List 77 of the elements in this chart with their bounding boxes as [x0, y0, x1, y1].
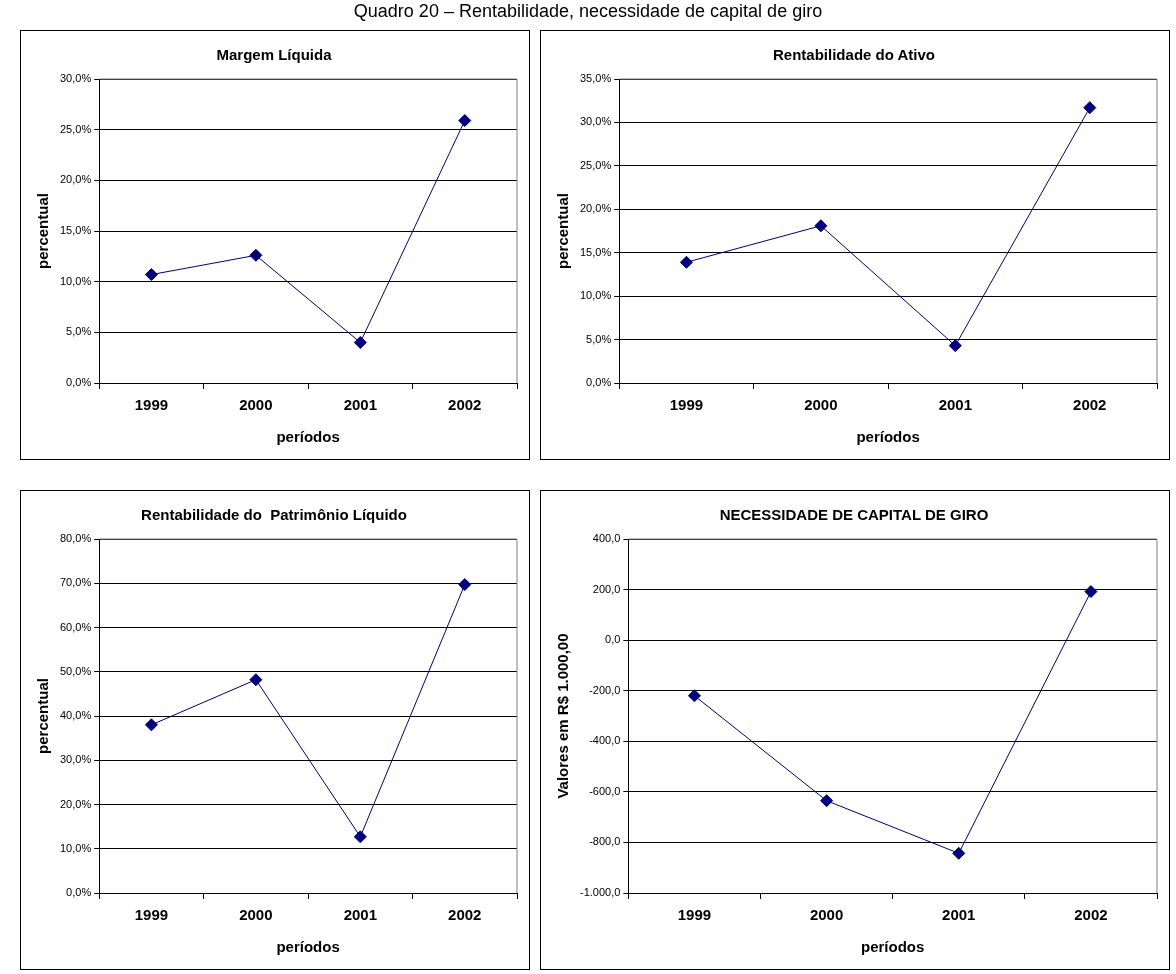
- point: [458, 578, 472, 592]
- y-tick-label: -600,0: [589, 784, 621, 797]
- x-tick-label: 2001: [942, 906, 976, 924]
- y-tick-label: 10,0%: [59, 841, 92, 854]
- y-tick-label: 60,0%: [59, 620, 92, 633]
- x-axis-title: períodos: [276, 428, 340, 446]
- y-tick-label: 20,0%: [579, 202, 612, 215]
- x-tick-label: 1999: [134, 906, 169, 924]
- y-axis-title: percentual: [554, 193, 572, 269]
- y-tick-label: 25,0%: [579, 158, 612, 171]
- y-tick-label: -1.000,0: [579, 886, 621, 899]
- point: [1083, 101, 1097, 115]
- y-tick-label: 40,0%: [59, 709, 92, 722]
- point: [458, 114, 472, 128]
- y-tick-label: 25,0%: [59, 122, 92, 135]
- point: [353, 335, 367, 349]
- y-tick-label: 5,0%: [66, 325, 92, 338]
- x-tick-label: 2000: [239, 906, 273, 924]
- y-axis-title: Valores em R$ 1.000,00: [554, 633, 572, 799]
- y-tick-label: -800,0: [589, 835, 621, 848]
- y-tick-label: 10,0%: [579, 289, 612, 302]
- y-tick-label: 10,0%: [59, 274, 92, 287]
- x-axis-title: períodos: [276, 938, 340, 956]
- x-axis-title: períodos: [856, 428, 920, 446]
- x-tick-label: 1999: [134, 396, 169, 414]
- y-tick-label: 5,0%: [586, 332, 612, 345]
- chart-title: Margem Líquida: [216, 46, 333, 64]
- point: [820, 794, 834, 808]
- y-tick-label: 80,0%: [59, 532, 92, 545]
- x-tick-label: 2001: [343, 396, 378, 414]
- y-tick-label: -200,0: [589, 683, 621, 696]
- y-tick-label: 0,0%: [66, 886, 92, 899]
- point: [249, 673, 263, 687]
- point: [952, 846, 966, 860]
- point: [679, 255, 693, 269]
- y-tick-label: 0,0%: [586, 376, 612, 389]
- chart-title: Rentabilidade do Ativo: [773, 46, 935, 64]
- y-tick-label: 30,0%: [579, 115, 612, 128]
- y-tick-label: 0,0%: [66, 376, 92, 389]
- y-tick-label: 20,0%: [59, 173, 92, 186]
- x-tick-label: 1999: [669, 396, 704, 414]
- x-tick-label: 2002: [1074, 906, 1108, 924]
- x-axis-title: períodos: [861, 938, 925, 956]
- y-tick-label: 0,0: [605, 633, 621, 646]
- point: [144, 268, 158, 282]
- y-tick-label: 30,0%: [59, 72, 92, 85]
- y-tick-label: 400,0: [592, 532, 621, 545]
- y-tick-label: 30,0%: [59, 753, 92, 766]
- x-tick-label: 2001: [343, 906, 378, 924]
- point: [144, 718, 158, 732]
- x-tick-label: 2002: [1073, 396, 1107, 414]
- y-tick-label: 15,0%: [59, 224, 92, 237]
- y-tick-label: 70,0%: [59, 576, 92, 589]
- x-tick-label: 2000: [239, 396, 273, 414]
- y-tick-label: 50,0%: [59, 664, 92, 677]
- point: [353, 830, 367, 844]
- y-axis-title: percentual: [34, 193, 52, 269]
- y-tick-label: 20,0%: [59, 797, 92, 810]
- y-tick-label: -400,0: [589, 734, 621, 747]
- point: [249, 248, 263, 262]
- y-tick-label: 15,0%: [579, 245, 612, 258]
- point: [814, 219, 828, 233]
- point: [687, 689, 701, 703]
- y-axis-title: percentual: [34, 678, 52, 754]
- x-tick-label: 2001: [938, 396, 973, 414]
- point: [1084, 585, 1098, 599]
- point: [948, 339, 962, 353]
- y-tick-label: 200,0: [592, 582, 621, 595]
- y-tick-label: 35,0%: [579, 72, 612, 85]
- text: Quadro 20 – Rentabilidade, necessidade de capital de giro: [352, 0, 824, 22]
- x-tick-label: 2000: [809, 906, 844, 924]
- x-tick-label: 2002: [448, 396, 482, 414]
- x-tick-label: 2002: [448, 906, 482, 924]
- chart-title: NECESSIDADE DE CAPITAL DE GIRO: [719, 506, 989, 524]
- x-tick-label: 2000: [804, 396, 838, 414]
- chart-title: Rentabilidade do Patrimônio Líquido: [141, 506, 407, 524]
- x-tick-label: 1999: [677, 906, 712, 924]
